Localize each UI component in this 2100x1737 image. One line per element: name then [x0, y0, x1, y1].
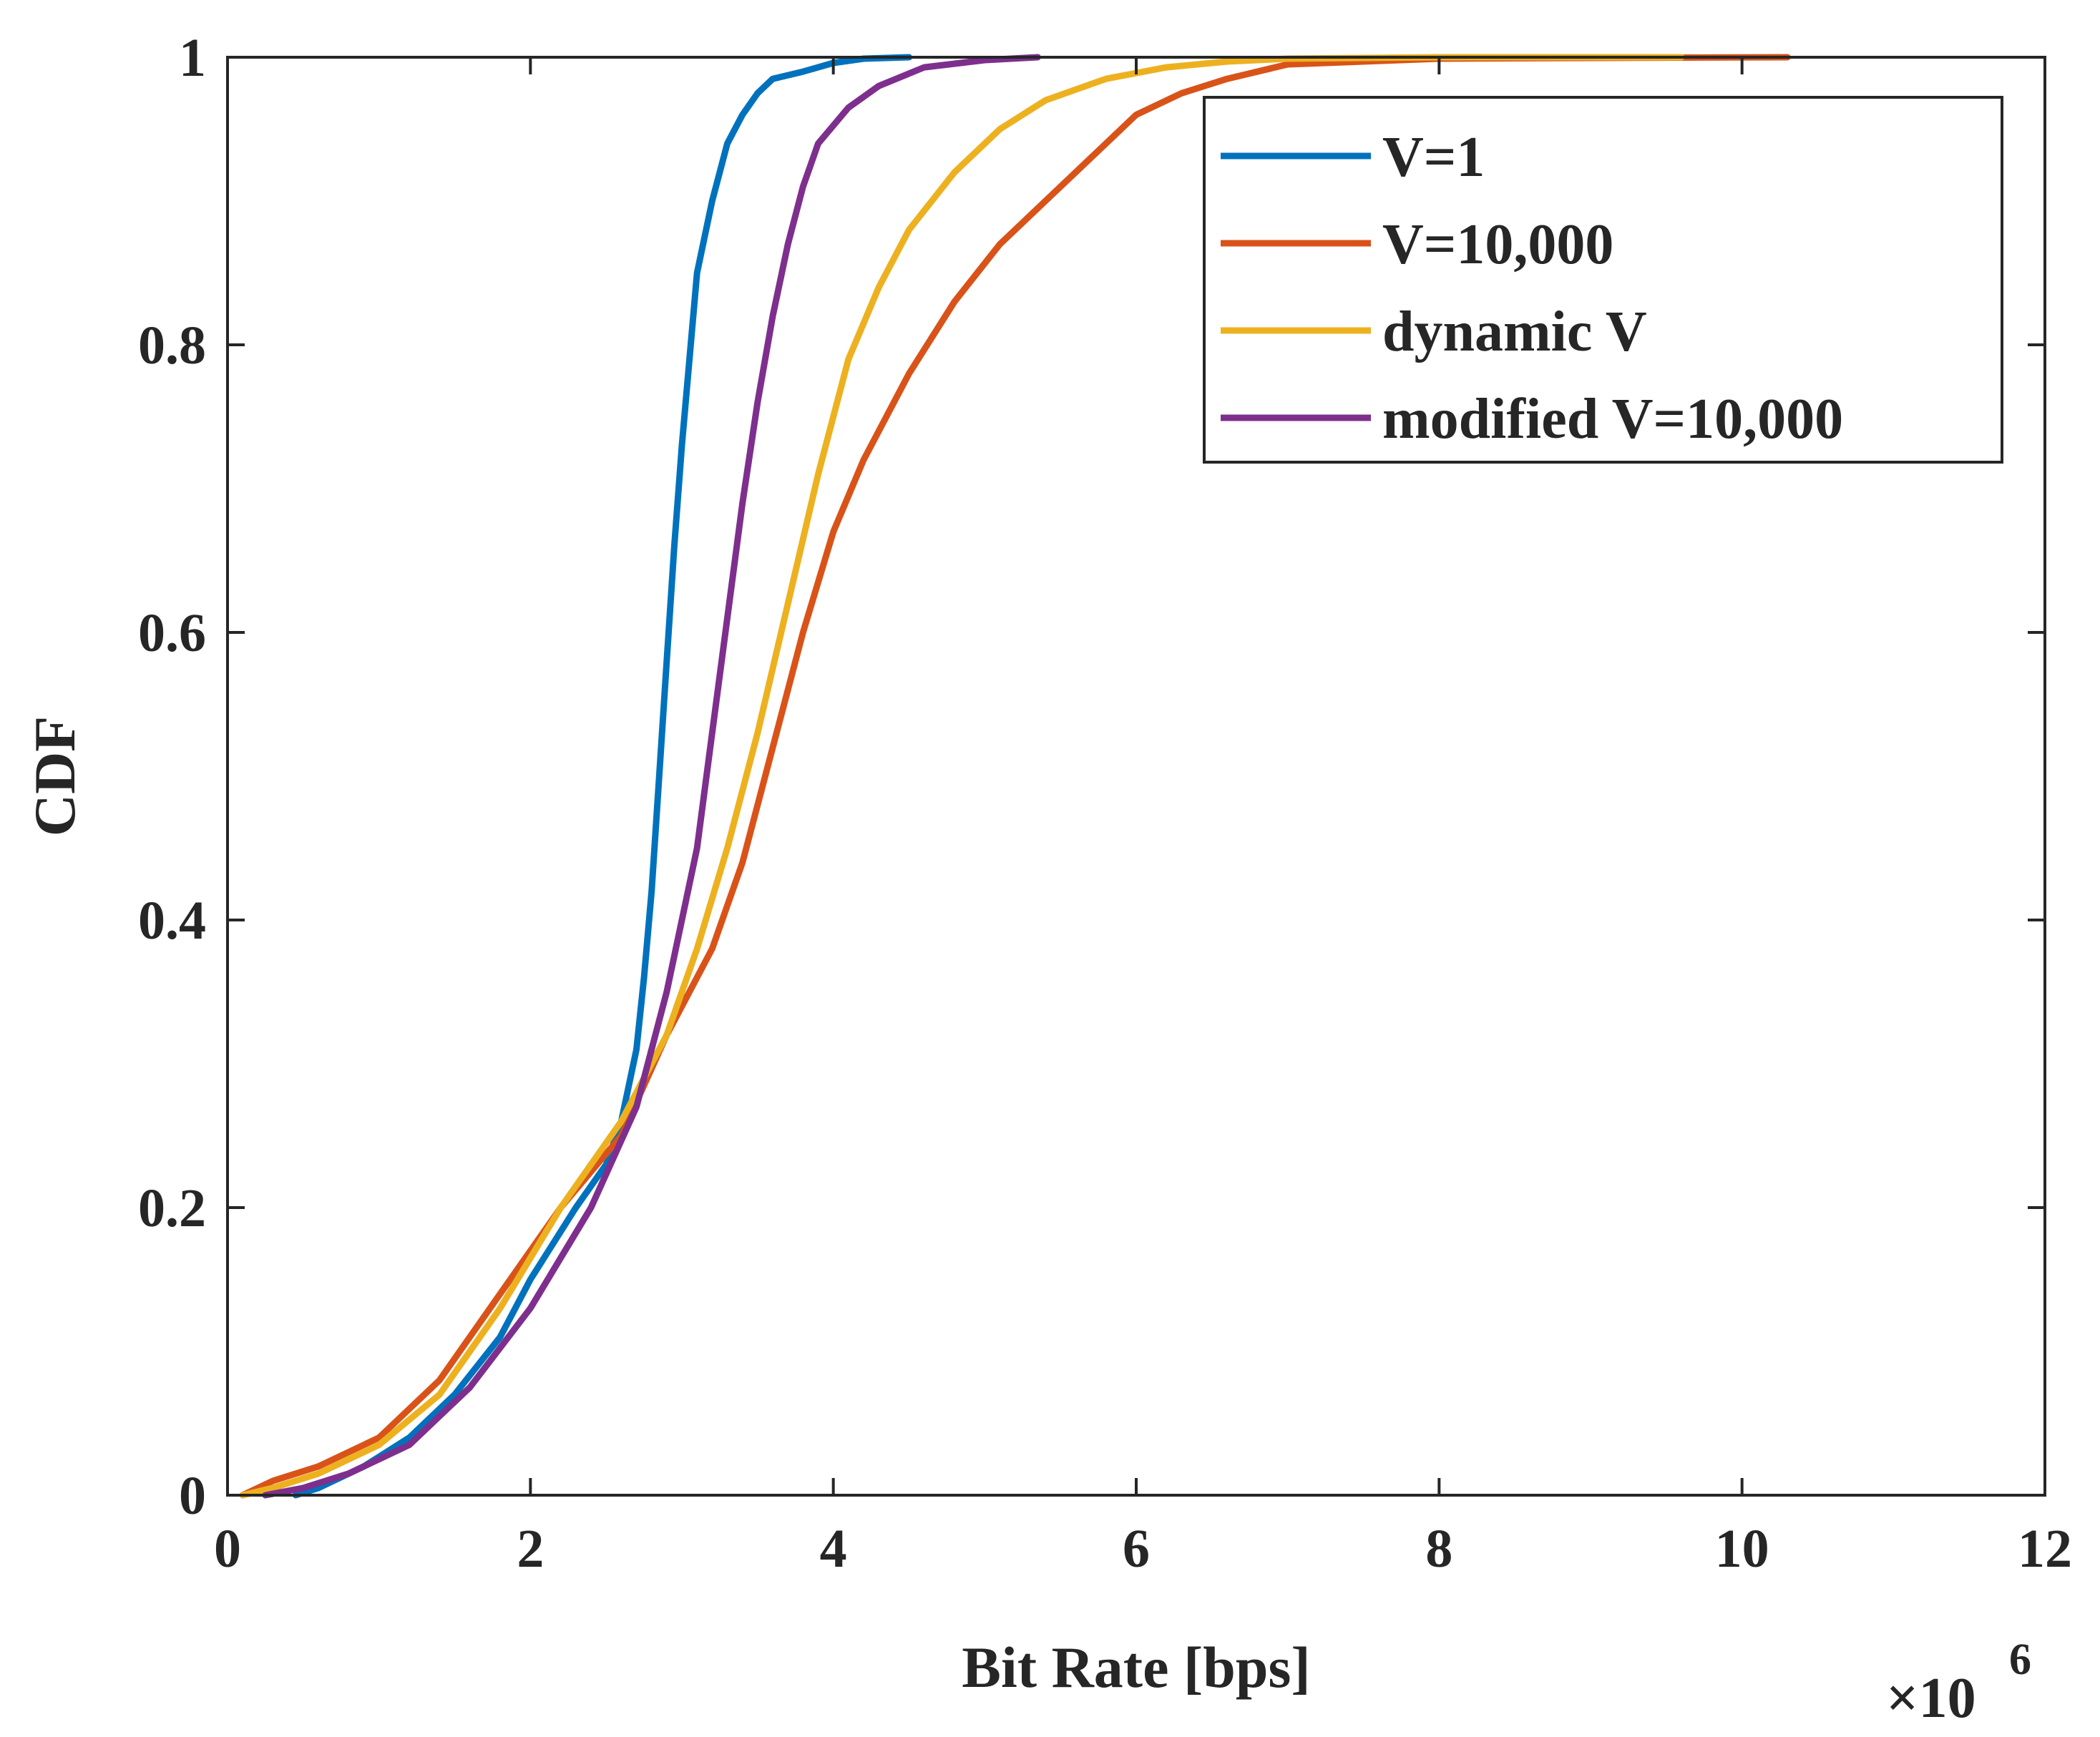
- x-tick-label: 6: [1123, 1519, 1150, 1579]
- x-multiplier: ×10 6: [1886, 1635, 2031, 1730]
- legend: V=1 V=10,000 dynamic V modified V=10,000: [1203, 96, 2003, 464]
- series-line-2: [239, 54, 1791, 1499]
- x-multiplier-exponent: 6: [2009, 1635, 2031, 1684]
- y-tick-label: 0.6: [138, 603, 206, 663]
- series-line-3: [239, 54, 1685, 1499]
- y-tick-label: 1: [179, 28, 206, 88]
- y-tick-label: 0.4: [138, 891, 206, 951]
- x-tick-label: 0: [214, 1519, 241, 1579]
- series-layer: [239, 54, 1791, 1499]
- x-axis-label: Bit Rate [bps]: [962, 1635, 1310, 1700]
- y-tick-label: 0.2: [138, 1178, 206, 1238]
- plot-frame: [226, 56, 2046, 1497]
- y-tick-label: 0: [179, 1466, 206, 1526]
- tick-layer: 0 2 4 6 8 10 12 0 0.2 0.4 0.6 0.8 1: [138, 28, 2072, 1579]
- series-line-1: [292, 54, 912, 1499]
- series-line-4: [262, 54, 1041, 1499]
- legend-label-3: dynamic V: [1382, 300, 1647, 363]
- y-axis-label: CDF: [22, 716, 87, 837]
- x-tick-label: 2: [517, 1519, 544, 1579]
- x-tick-label: 12: [2018, 1519, 2072, 1579]
- legend-label-1: V=1: [1382, 126, 1485, 189]
- x-tick-label: 10: [1715, 1519, 1769, 1579]
- y-tick-label: 0.8: [138, 315, 206, 376]
- x-tick-label: 8: [1425, 1519, 1452, 1579]
- legend-label-2: V=10,000: [1382, 213, 1613, 276]
- x-tick-label: 4: [820, 1519, 847, 1579]
- x-multiplier-base: ×10: [1886, 1667, 1976, 1730]
- legend-label-4: modified V=10,000: [1382, 388, 1843, 451]
